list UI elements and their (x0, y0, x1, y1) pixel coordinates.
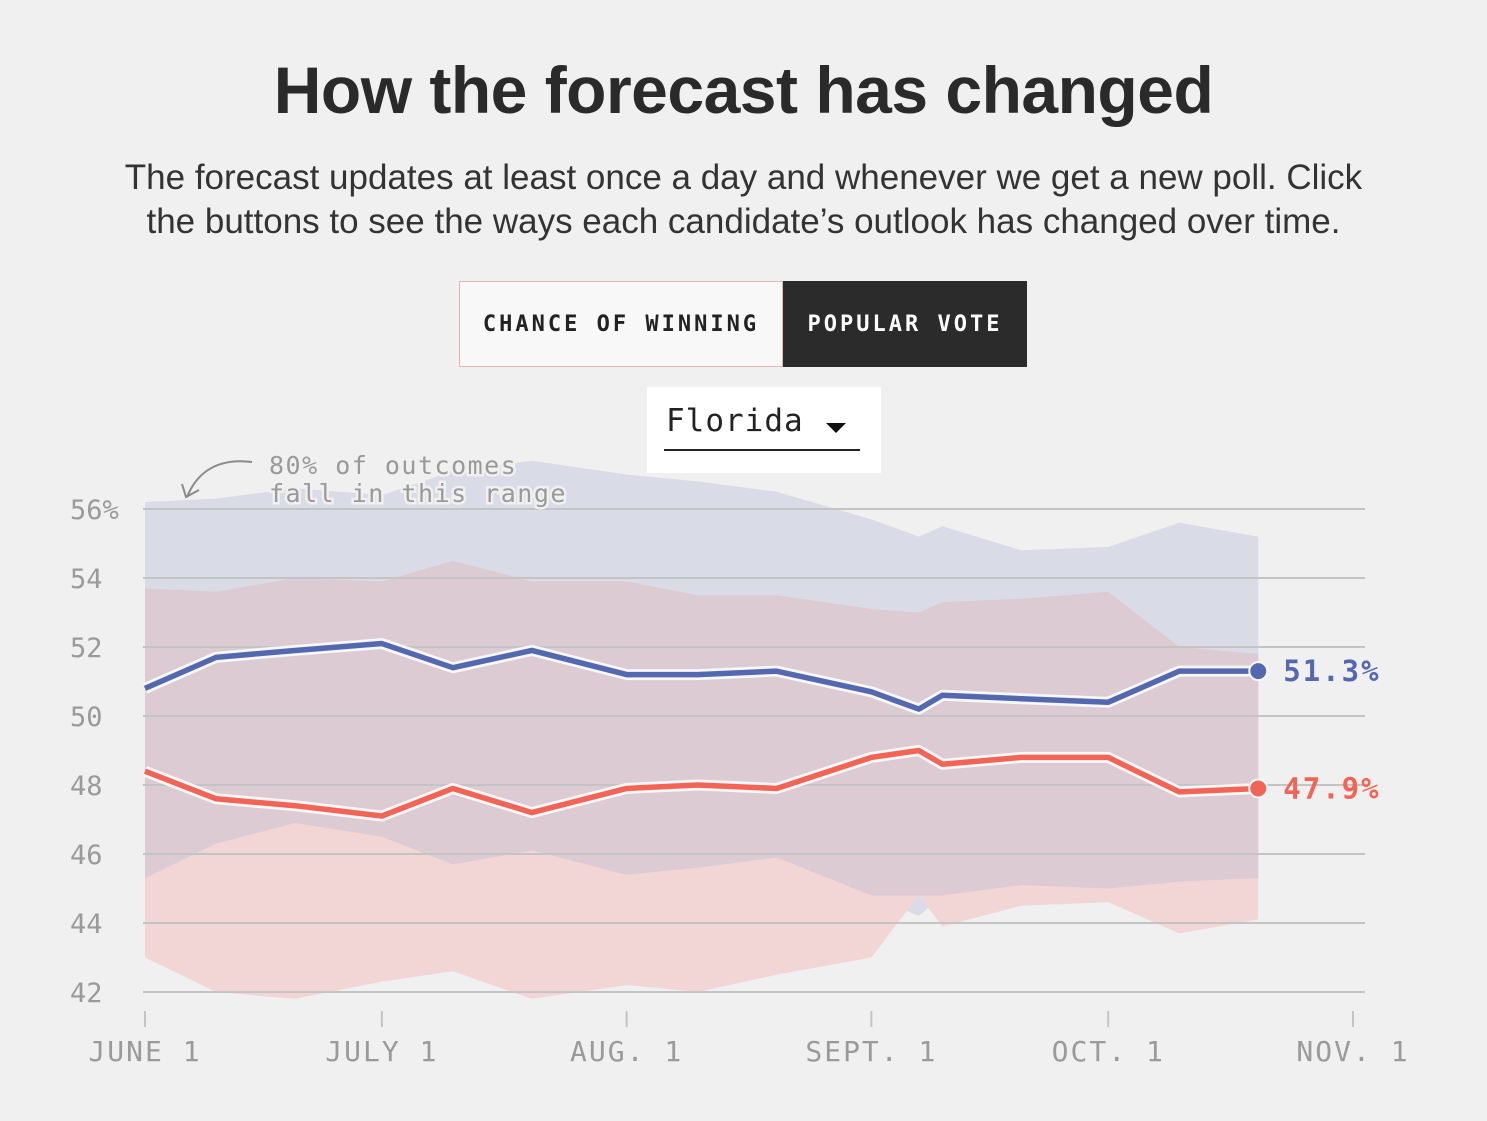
page-title: How the forecast has changed (273, 53, 1214, 127)
page-subtitle: The forecast updates at least once a day… (40, 156, 1447, 244)
popular-vote-button[interactable]: POPULAR VOTE (783, 281, 1027, 367)
dem-endpoint (1248, 661, 1269, 682)
y-tick-label: 46 (70, 840, 103, 871)
state-select[interactable]: Florida (664, 403, 860, 451)
x-tick-label: NOV. 1 (1296, 1035, 1409, 1068)
subtitle-line-2: the buttons to see the ways each candida… (146, 202, 1341, 241)
subtitle-line-1: The forecast updates at least once a day… (124, 158, 1363, 197)
state-select-value: Florida (666, 403, 804, 439)
y-tick-label: 42 (70, 978, 103, 1009)
x-tick-label: JULY 1 (325, 1035, 438, 1068)
rep-line (144, 747, 1259, 819)
overlap-outcome-band (145, 560, 1259, 896)
annotation-line-1: 80% of outcomes (269, 451, 517, 480)
annotation-line-2: fall in this range (269, 479, 567, 508)
dem-end-label: 51.3% (1283, 654, 1380, 688)
x-tick-label: SEPT. 1 (805, 1035, 937, 1068)
y-tick-label: 56% (70, 495, 119, 526)
rep-endpoint (1248, 778, 1269, 799)
y-tick-label: 52 (70, 633, 103, 664)
y-tick-label: 50 (70, 702, 103, 733)
y-tick-label: 48 (70, 771, 103, 802)
dem-line (143, 640, 1259, 712)
y-tick-label: 44 (70, 909, 103, 940)
caret-down-icon (826, 423, 846, 433)
chance-of-winning-button[interactable]: CHANCE OF WINNING (459, 281, 783, 367)
x-tick-label: JUNE 1 (88, 1035, 201, 1068)
rep-end-label: 47.9% (1283, 771, 1380, 805)
y-tick-label: 54 (70, 564, 103, 595)
state-select-container: Florida (647, 387, 881, 473)
annotation-arrow-icon (181, 460, 253, 499)
x-tick-label: OCT. 1 (1052, 1035, 1165, 1068)
x-tick-label: AUG. 1 (570, 1035, 683, 1068)
